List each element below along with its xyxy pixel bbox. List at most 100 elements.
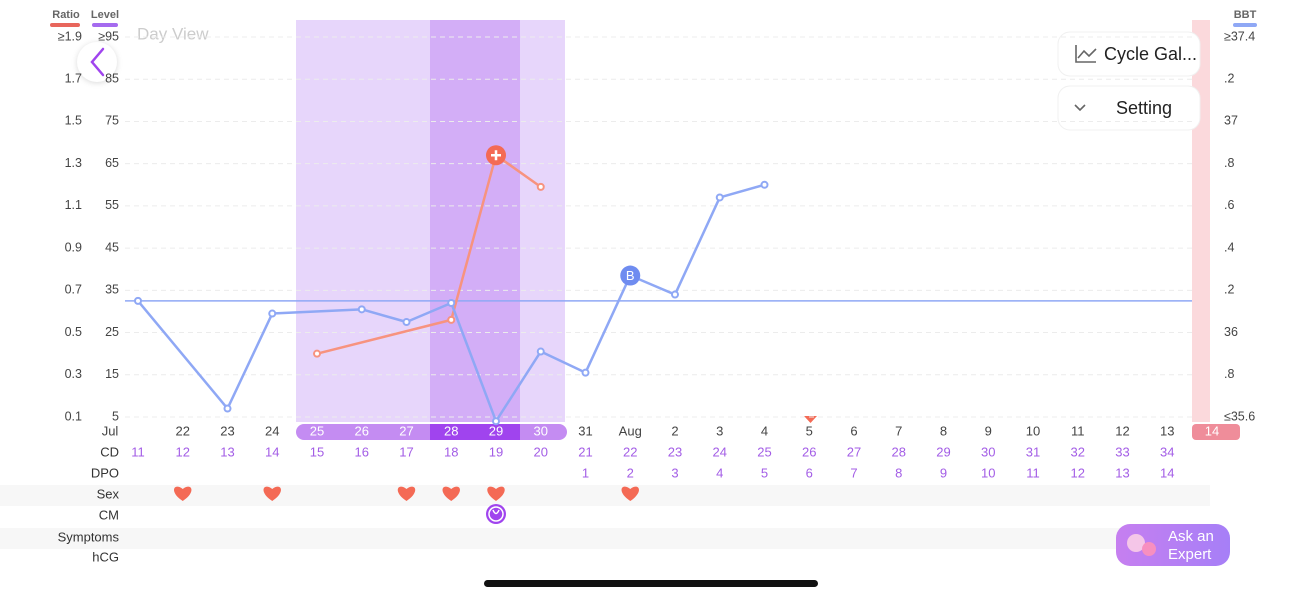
expert-label: Expert xyxy=(1168,546,1212,563)
sex-heart xyxy=(442,486,460,501)
level-legend: Level xyxy=(91,9,119,21)
level-legend-swatch xyxy=(92,23,118,27)
date-label: 29 xyxy=(489,423,503,438)
period-band xyxy=(1192,20,1210,422)
row-label: DPO xyxy=(91,465,119,480)
cycle-label: Cycle Gal... xyxy=(1104,44,1197,64)
back-button[interactable] xyxy=(77,42,117,82)
row-value: 23 xyxy=(668,444,682,459)
row-value: 19 xyxy=(489,444,503,459)
row-value: 13 xyxy=(220,444,234,459)
expert-label: Ask an xyxy=(1168,528,1214,545)
date-label: 3 xyxy=(716,423,723,438)
row-value: 26 xyxy=(802,444,816,459)
row-value: 8 xyxy=(895,465,902,480)
date-label: 13 xyxy=(1160,423,1174,438)
date-label: 2 xyxy=(671,423,678,438)
row-value: 7 xyxy=(850,465,857,480)
date-label: 25 xyxy=(310,423,324,438)
date-label: Jul xyxy=(102,423,119,438)
row-value: 29 xyxy=(936,444,950,459)
row-value: 30 xyxy=(981,444,995,459)
row-value: 15 xyxy=(310,444,324,459)
ratio-tick-label: 1.7 xyxy=(65,72,82,86)
row-band xyxy=(0,528,1210,549)
sex-heart xyxy=(487,486,505,501)
setting-button[interactable] xyxy=(1057,85,1201,131)
row-label: CD xyxy=(100,444,119,459)
bbt-tick-label: 36 xyxy=(1224,325,1238,339)
expert-button[interactable] xyxy=(1116,524,1230,566)
cycle-icon xyxy=(1075,45,1097,63)
sex-heart xyxy=(397,486,416,501)
row-label: hCG xyxy=(92,549,119,564)
marker-label: B xyxy=(626,268,635,283)
point xyxy=(671,290,679,299)
row-value: 21 xyxy=(578,444,592,459)
ratio-tick-label: 0.1 xyxy=(65,409,82,423)
date-label: 28 xyxy=(444,423,458,438)
date-label: 10 xyxy=(1026,423,1040,438)
ratio-legend-swatch xyxy=(50,23,80,27)
date-pill-period xyxy=(1192,424,1240,440)
row-value: 17 xyxy=(399,444,413,459)
ratio-tick-label: 0.3 xyxy=(65,367,82,381)
ratio-tick-label: 1.5 xyxy=(65,114,82,128)
row-value: 14 xyxy=(1160,465,1174,480)
row-value: 11 xyxy=(131,444,145,459)
setting-icon xyxy=(1074,104,1086,112)
date-label: 30 xyxy=(534,423,548,438)
bbt-tick-label: .2 xyxy=(1224,283,1234,297)
row-value: 12 xyxy=(1071,465,1085,480)
plus-icon xyxy=(491,150,501,161)
point xyxy=(581,368,590,377)
date-label: 31 xyxy=(578,423,592,438)
row-value: 32 xyxy=(1071,444,1085,459)
row-value: 5 xyxy=(761,465,768,480)
date-pill-dark xyxy=(430,424,520,440)
level-tick-label: 45 xyxy=(105,240,119,254)
ratio-tick-label: 0.9 xyxy=(65,240,82,254)
date-label: 6 xyxy=(850,423,857,438)
sex-heart xyxy=(263,486,281,501)
ratio-tick-label: ≥1.9 xyxy=(58,29,82,43)
grid xyxy=(125,36,1192,418)
point xyxy=(715,193,724,202)
row-value: 33 xyxy=(1115,444,1129,459)
level-tick-label: 35 xyxy=(105,283,119,297)
expert-icon xyxy=(1127,534,1145,552)
point xyxy=(313,349,321,358)
row-value: 4 xyxy=(716,465,723,480)
point xyxy=(357,305,366,314)
row-value: 3 xyxy=(671,465,678,480)
row-value: 12 xyxy=(176,444,190,459)
point xyxy=(492,417,500,426)
level-tick-label: 15 xyxy=(105,367,119,381)
sex-heart xyxy=(174,486,192,501)
bbt-tick-label: 37 xyxy=(1224,114,1238,128)
level-tick-label: 75 xyxy=(105,114,119,128)
bbt-tick-label: .6 xyxy=(1224,198,1234,212)
home-indicator xyxy=(484,580,818,587)
date-label: 24 xyxy=(265,423,279,438)
date-label: 8 xyxy=(940,423,947,438)
cycle-button[interactable] xyxy=(1057,31,1201,77)
level-tick-label: 25 xyxy=(105,325,119,339)
date-label: 12 xyxy=(1115,423,1129,438)
view-title: Day View xyxy=(137,24,209,43)
date-label: Aug xyxy=(619,423,642,438)
series-line xyxy=(316,153,542,355)
date-label: 9 xyxy=(985,423,992,438)
level-tick-label: 65 xyxy=(105,156,119,170)
bbt-tick-label: ≥37.4 xyxy=(1224,29,1255,43)
level-tick-label: ≥95 xyxy=(98,29,119,43)
point xyxy=(447,315,456,324)
ratio-tick-label: 0.7 xyxy=(65,283,82,297)
date-label: 14 xyxy=(1205,423,1219,438)
ratio-tick-label: 1.1 xyxy=(65,198,82,212)
cm-icon-inner xyxy=(488,506,504,522)
row-label: CM xyxy=(99,507,119,522)
row-value: 22 xyxy=(623,444,637,459)
row-value: 6 xyxy=(806,465,813,480)
